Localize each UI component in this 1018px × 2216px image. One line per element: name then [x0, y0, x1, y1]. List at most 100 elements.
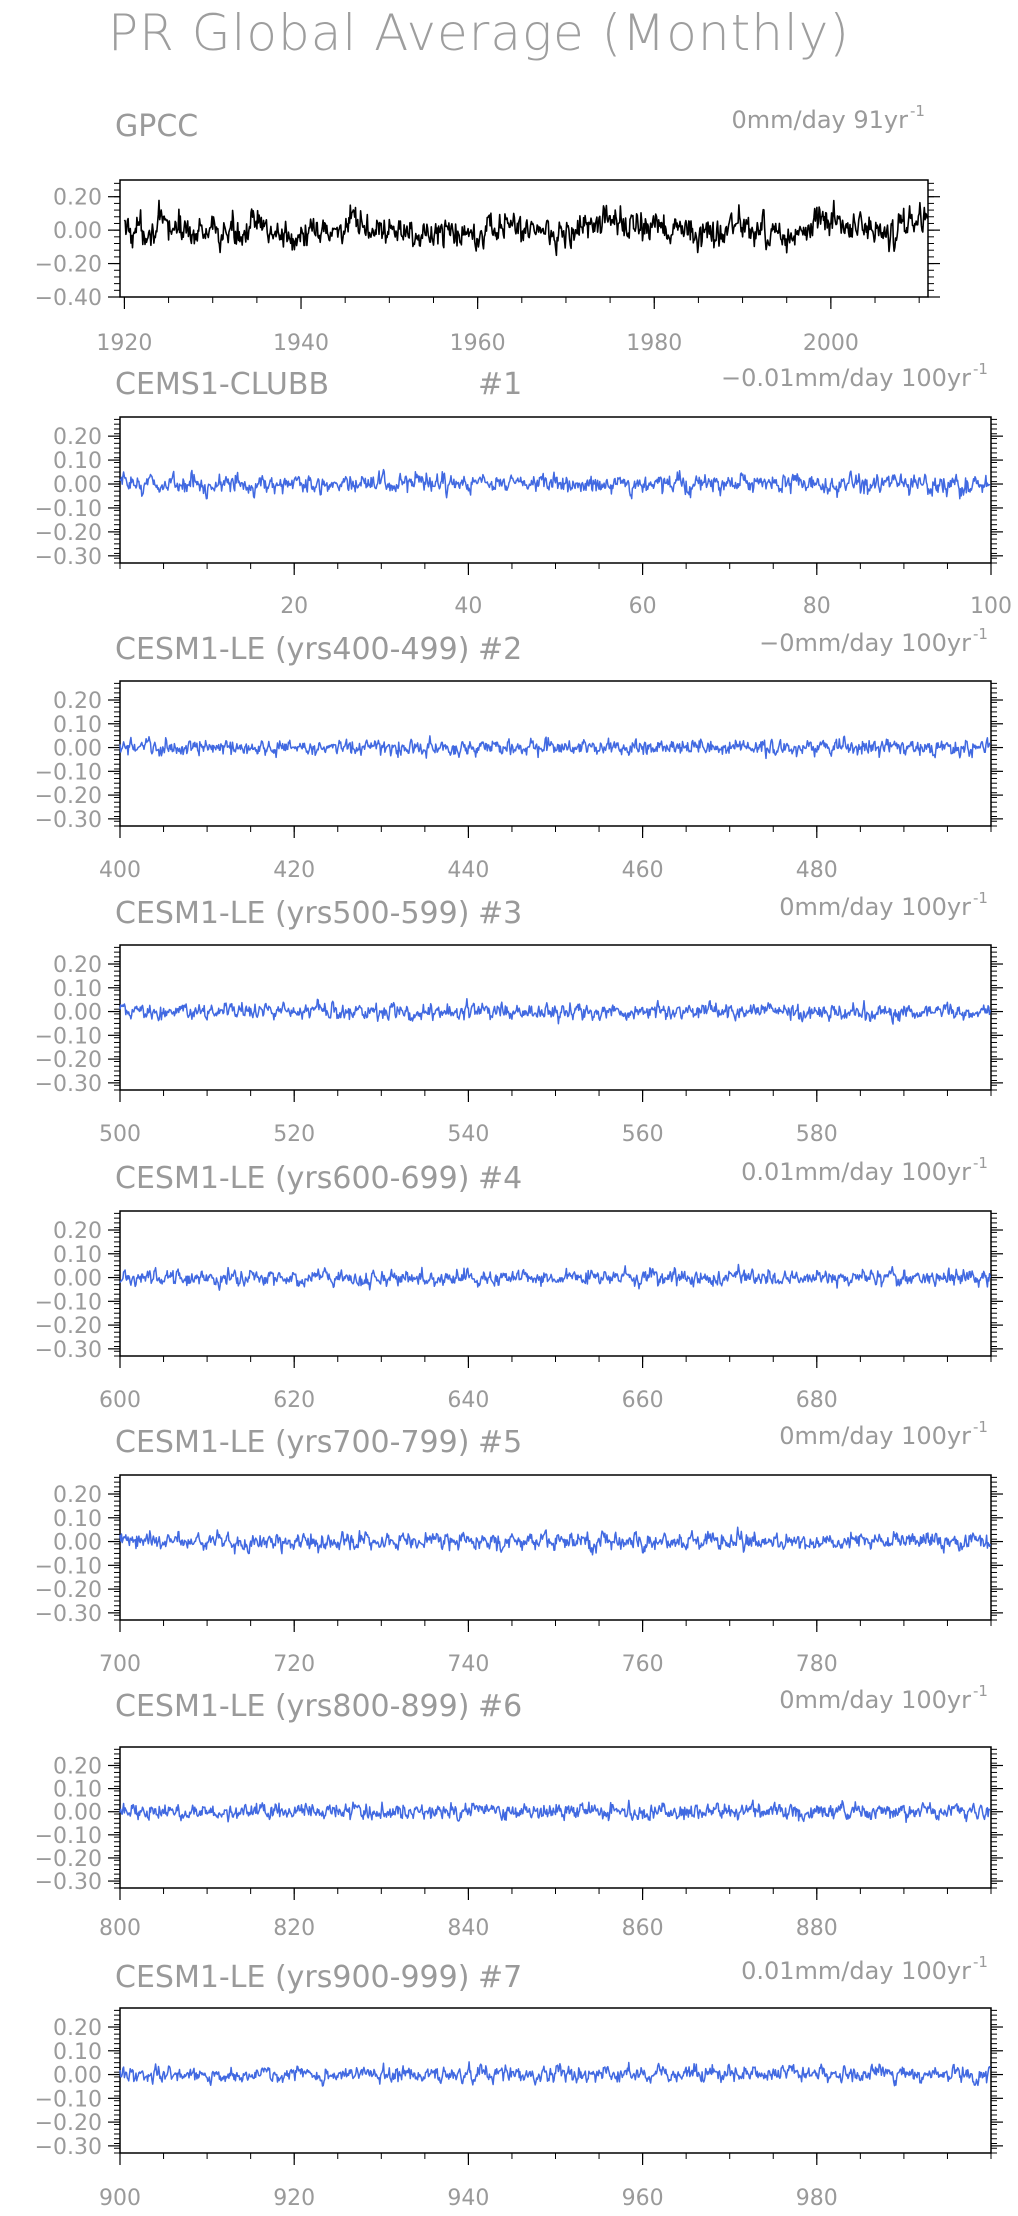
y-tick-label: −0.10: [35, 497, 102, 522]
series-line: [119, 1799, 991, 1824]
y-tick-label: 0.20: [53, 1219, 102, 1244]
y-tick-label: 0.00: [53, 1001, 102, 1026]
x-tick-label: 940: [447, 2186, 489, 2211]
x-tick-label: 580: [796, 1122, 838, 1147]
chart-panel: CESM1-LE (yrs900-999) #7 0.01mm/day 100yr -…: [35, 1953, 1003, 2211]
y-tick-label: −0.10: [35, 1024, 102, 1049]
x-tick-label: 2000: [803, 331, 859, 356]
y-tick-label: 0.10: [53, 1243, 102, 1268]
x-tick-label: 20: [280, 594, 308, 619]
y-tick-label: −0.20: [35, 1578, 102, 1603]
panel-title: CESM1-LE (yrs500-599): [115, 896, 469, 931]
y-tick-label: 0.20: [53, 1754, 102, 1779]
x-tick-label: 900: [99, 2186, 141, 2211]
plot-frame: [119, 179, 929, 298]
y-tick-label: −0.20: [35, 1314, 102, 1339]
y-tick-label: 0.00: [53, 1531, 102, 1556]
trend-label: 0mm/day 100yr: [779, 1422, 971, 1450]
x-tick-label: 640: [447, 1388, 489, 1413]
y-tick-label: 0.10: [53, 2040, 102, 2065]
trend-label: 0mm/day 100yr: [779, 1686, 971, 1714]
x-tick-label: 960: [622, 2186, 664, 2211]
panel-member-label: #1: [478, 367, 522, 402]
x-tick-label: 40: [454, 594, 482, 619]
y-tick-label: 0.20: [53, 2016, 102, 2041]
y-tick-label: 0.20: [53, 425, 102, 450]
chart-panel: CESM1-LE (yrs400-499) #2 −0mm/day 100yr -1 0…: [35, 625, 1003, 883]
panel-title: CESM1-LE (yrs800-899): [115, 1689, 469, 1724]
x-tick-label: 840: [447, 1916, 489, 1941]
series-line: [119, 468, 991, 500]
y-tick-label: 0.00: [53, 737, 102, 762]
y-tick-label: 0.20: [53, 953, 102, 978]
x-tick-label: 700: [99, 1652, 141, 1677]
x-tick-label: 520: [273, 1122, 315, 1147]
x-tick-label: 800: [99, 1916, 141, 1941]
x-tick-label: 560: [622, 1122, 664, 1147]
x-tick-label: 660: [622, 1388, 664, 1413]
trend-label: −0mm/day 100yr: [759, 629, 971, 657]
y-tick-label: 0.00: [53, 219, 102, 244]
y-tick-label: −0.10: [35, 1824, 102, 1849]
y-tick-label: 0.10: [53, 1507, 102, 1532]
x-tick-label: 1920: [96, 331, 152, 356]
y-tick-label: 0.20: [53, 1483, 102, 1508]
x-tick-label: 460: [622, 858, 664, 883]
series-line: [119, 1526, 992, 1556]
x-tick-label: 420: [273, 858, 315, 883]
trend-superscript: -1: [973, 1953, 988, 1971]
x-tick-label: 1960: [450, 331, 506, 356]
x-tick-label: 600: [99, 1388, 141, 1413]
panel-title: CESM1-LE (yrs600-699): [115, 1161, 469, 1196]
series-line: [119, 2061, 991, 2087]
y-tick-label: −0.30: [35, 1072, 102, 1097]
y-tick-label: −0.20: [35, 253, 102, 278]
x-tick-label: 720: [273, 1652, 315, 1677]
plot-frame: [119, 944, 992, 1091]
y-tick-label: 0.00: [53, 473, 102, 498]
trend-label: 0.01mm/day 100yr: [741, 1957, 971, 1985]
series-line: [119, 997, 992, 1025]
y-tick-label: −0.40: [35, 286, 102, 311]
chart-panel: GPCC 0mm/day 91yr -1 0.20 0.00 −0.20 −0.40 1920…: [35, 102, 940, 356]
x-tick-label: 500: [99, 1122, 141, 1147]
y-tick-label: −0.30: [35, 808, 102, 833]
x-tick-label: 680: [796, 1388, 838, 1413]
x-tick-label: 1940: [273, 331, 329, 356]
y-tick-label: −0.10: [35, 2087, 102, 2112]
figure-title: PR Global Average (Monthly): [108, 4, 850, 62]
x-tick-label: 880: [796, 1916, 838, 1941]
y-tick-label: −0.30: [35, 545, 102, 570]
x-tick-label: 860: [622, 1916, 664, 1941]
x-tick-label: 620: [273, 1388, 315, 1413]
panel-title: CESM1-LE (yrs700-799): [115, 1425, 469, 1460]
y-tick-label: −0.20: [35, 1847, 102, 1872]
y-tick-label: −0.30: [35, 2135, 102, 2160]
chart-panel: CESM1-LE (yrs600-699) #4 0.01mm/day 100yr -…: [35, 1154, 1003, 1413]
x-tick-label: 980: [796, 2186, 838, 2211]
y-tick-label: 0.10: [53, 713, 102, 738]
panel-title: CEMS1-CLUBB: [115, 367, 329, 402]
y-tick-label: 0.10: [53, 1778, 102, 1803]
plot-frame: [119, 1746, 992, 1889]
chart-panel: CESM1-LE (yrs500-599) #3 0mm/day 100yr -1 0.…: [35, 889, 1003, 1147]
y-tick-label: 0.20: [53, 689, 102, 714]
y-tick-label: −0.20: [35, 1048, 102, 1073]
chart-panel: CESM1-LE (yrs800-899) #6 0mm/day 100yr -1 0.…: [35, 1682, 1003, 1941]
trend-superscript: -1: [910, 102, 925, 120]
trend-label: 0.01mm/day 100yr: [741, 1158, 971, 1186]
y-tick-label: −0.30: [35, 1338, 102, 1363]
panel-member-label: #5: [478, 1425, 522, 1460]
panel-member-label: #6: [478, 1689, 522, 1724]
y-tick-label: 0.00: [53, 2064, 102, 2089]
series-line: [123, 199, 929, 257]
x-tick-label: 780: [796, 1652, 838, 1677]
y-tick-label: 0.00: [53, 1801, 102, 1826]
chart-panel: CESM1-LE (yrs700-799) #5 0mm/day 100yr -1 0.…: [35, 1418, 1003, 1677]
y-tick-label: −0.20: [35, 784, 102, 809]
x-tick-label: 820: [273, 1916, 315, 1941]
y-tick-label: −0.30: [35, 1870, 102, 1895]
x-tick-label: 480: [796, 858, 838, 883]
y-tick-label: 0.10: [53, 449, 102, 474]
